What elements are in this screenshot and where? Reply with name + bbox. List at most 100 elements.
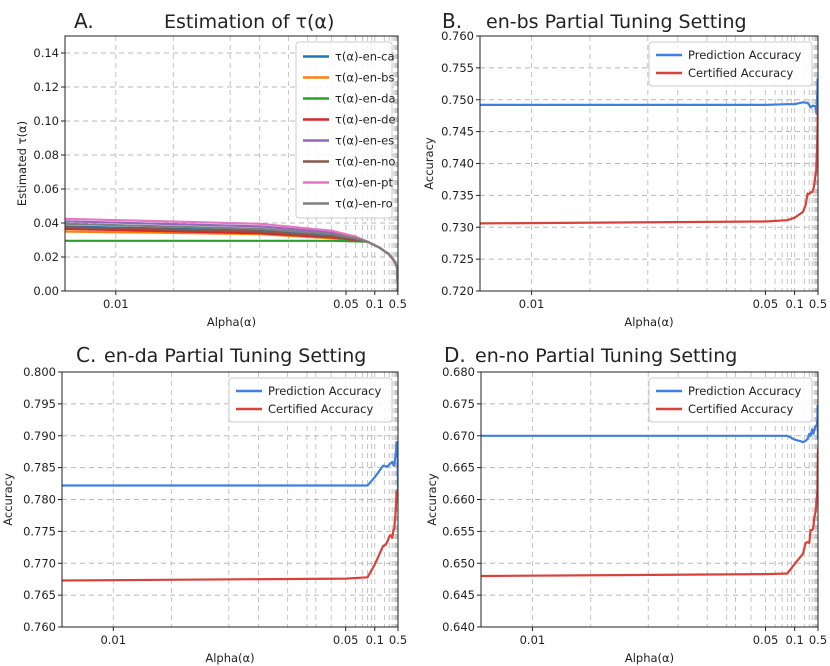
legend-entry: τ(α)-en-pt <box>335 176 393 190</box>
y-tick-label: 0.645 <box>442 588 475 602</box>
y-tick-label: 0.725 <box>441 252 474 266</box>
panel-letter: A. <box>74 9 94 33</box>
y-axis-label: Accuracy <box>1 473 15 526</box>
series-group <box>481 404 818 578</box>
x-tick-label: 0.5 <box>389 633 407 647</box>
series-line <box>481 404 818 444</box>
x-tick-label: 0.01 <box>100 633 126 647</box>
legend: Prediction Accuracy Certified Accuracy <box>648 41 813 87</box>
series-line <box>481 448 818 578</box>
y-tick-label: 0.770 <box>23 556 56 570</box>
y-tick-label: 0.12 <box>33 80 59 94</box>
legend-entry: τ(α)-en-es <box>335 134 394 148</box>
y-tick-label: 0.750 <box>441 93 474 107</box>
y-tick-label: 0.780 <box>23 493 56 507</box>
y-axis-label: Accuracy <box>425 473 439 526</box>
y-tick-label: 0.740 <box>441 157 474 171</box>
y-tick-label: 0.765 <box>23 588 56 602</box>
x-tick-label: 0.05 <box>753 633 779 647</box>
y-tick-label: 0.790 <box>23 429 56 443</box>
y-tick-label: 0.06 <box>33 182 59 196</box>
grid <box>480 35 819 292</box>
y-axis-label: Estimated τ(α) <box>15 121 29 206</box>
y-tick-label: 0.680 <box>442 365 475 379</box>
x-tick-label: 0.1 <box>786 633 804 647</box>
y-tick-label: 0.00 <box>33 284 59 298</box>
axes-frame <box>64 35 399 292</box>
x-tick-label: 0.5 <box>389 297 407 311</box>
panel-letter: C. <box>76 343 96 367</box>
x-tick-label: 0.5 <box>809 297 827 311</box>
legend-entry: τ(α)-en-bs <box>335 71 394 85</box>
y-tick-label: 0.02 <box>33 250 59 264</box>
x-tick-label: 0.01 <box>103 297 129 311</box>
panel-title: en-da Partial Tuning Setting <box>104 345 366 367</box>
x-tick-label: 0.01 <box>519 297 545 311</box>
y-tick-label: 0.650 <box>442 556 475 570</box>
chart-panel-b: B. en-bs Partial Tuning Setting 0.720 0.725… <box>422 9 827 329</box>
series-line <box>480 106 818 225</box>
y-tick-label: 0.795 <box>23 397 56 411</box>
y-axis-label: Accuracy <box>422 137 436 190</box>
y-tick-label: 0.670 <box>442 429 475 443</box>
legend-entry: τ(α)-en-de <box>335 113 396 127</box>
legend-entry: τ(α)-en-ca <box>335 50 395 64</box>
series-line <box>65 239 398 291</box>
legend-entry: Prediction Accuracy <box>688 48 801 62</box>
x-tick-label: 0.05 <box>333 297 359 311</box>
series-line <box>480 77 818 115</box>
series-group <box>65 217 398 291</box>
chart-panel-c: C. en-da Partial Tuning Setting 0.760 0.765… <box>1 343 407 665</box>
legend-entry: Prediction Accuracy <box>688 384 801 398</box>
y-tick-label: 0.760 <box>23 620 56 634</box>
y-tick-label: 0.665 <box>442 461 475 475</box>
x-tick-label: 0.05 <box>753 297 779 311</box>
y-tick-label: 0.04 <box>33 216 59 230</box>
series-line <box>62 441 398 489</box>
chart-panel-a: A. Estimation of τ(α) 0.00 0.02 0.04 0.06 0.08… <box>15 9 407 329</box>
legend-entry: τ(α)-en-da <box>335 92 396 106</box>
y-tick-label: 0.10 <box>33 114 59 128</box>
panel-letter: B. <box>442 9 462 33</box>
series-group <box>62 441 398 582</box>
y-tick-label: 0.08 <box>33 148 59 162</box>
legend: Prediction Accuracy Certified Accuracy <box>228 377 393 423</box>
x-axis-label: Alpha(α) <box>205 651 254 665</box>
legend-entry: Certified Accuracy <box>268 402 374 416</box>
chart-panel-d: D. en-no Partial Tuning Setting 0.640 0.645… <box>425 343 827 665</box>
y-tick-label: 0.730 <box>441 220 474 234</box>
x-axis-label: Alpha(α) <box>624 315 673 329</box>
y-tick-label: 0.640 <box>442 620 475 634</box>
x-tick-label: 0.01 <box>520 633 546 647</box>
y-tick-label: 0.655 <box>442 524 475 538</box>
y-tick-label: 0.785 <box>23 461 56 475</box>
panel-title: en-bs Partial Tuning Setting <box>486 11 747 33</box>
series-group <box>480 77 818 225</box>
legend-entry: Certified Accuracy <box>688 66 794 80</box>
x-tick-label: 0.1 <box>366 633 384 647</box>
y-tick-label: 0.760 <box>441 29 474 43</box>
x-axis-label: Alpha(α) <box>207 315 256 329</box>
panel-title: Estimation of τ(α) <box>164 11 334 33</box>
y-tick-label: 0.675 <box>442 397 475 411</box>
panel-letter: D. <box>444 343 466 367</box>
y-tick-label: 0.745 <box>441 125 474 139</box>
panel-title: en-no Partial Tuning Setting <box>475 345 737 367</box>
legend-entry: Certified Accuracy <box>688 402 794 416</box>
y-tick-label: 0.735 <box>441 188 474 202</box>
y-tick-label: 0.660 <box>442 493 475 507</box>
y-tick-label: 0.775 <box>23 524 56 538</box>
x-tick-label: 0.1 <box>366 297 384 311</box>
x-tick-label: 0.05 <box>333 633 359 647</box>
legend-entry: τ(α)-en-ro <box>335 197 393 211</box>
x-tick-label: 0.1 <box>785 297 803 311</box>
x-axis-label: Alpha(α) <box>625 651 674 665</box>
y-tick-label: 0.14 <box>33 46 59 60</box>
x-tick-label: 0.5 <box>809 633 827 647</box>
series-line <box>62 488 398 582</box>
y-tick-label: 0.755 <box>441 61 474 75</box>
y-tick-label: 0.720 <box>441 284 474 298</box>
legend: τ(α)-en-ca τ(α)-en-bs τ(α)-en-da τ(α)-en-de… <box>295 41 396 219</box>
legend: Prediction Accuracy Certified Accuracy <box>648 377 813 423</box>
